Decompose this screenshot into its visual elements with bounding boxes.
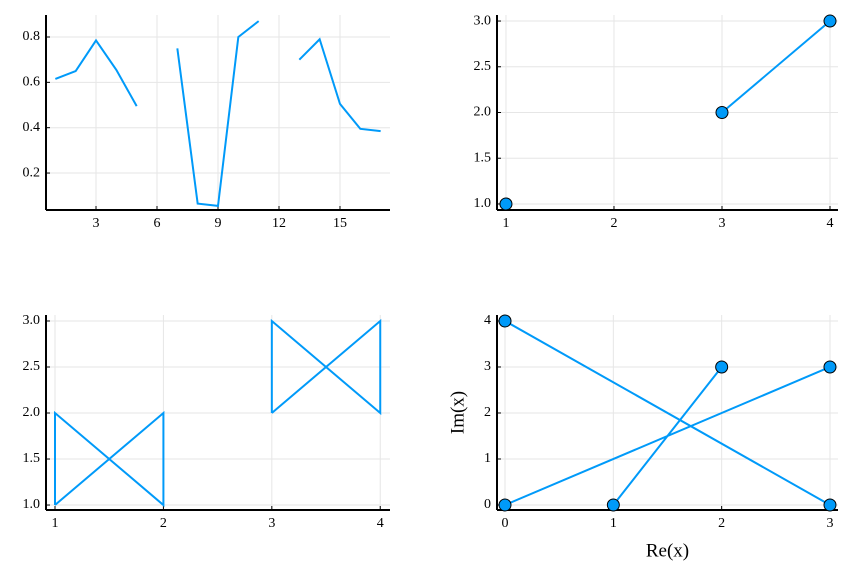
data-line bbox=[721, 20, 831, 114]
y-tick-label: 3.0 bbox=[23, 313, 41, 328]
x-tick-label: 0 bbox=[502, 516, 509, 531]
y-tick-label: 4 bbox=[484, 313, 491, 328]
x-tick-label: 3 bbox=[718, 216, 725, 231]
x-tick-label: 9 bbox=[215, 216, 222, 231]
data-point bbox=[715, 360, 729, 374]
data-point bbox=[823, 14, 837, 28]
y-tick-label: 0.8 bbox=[23, 29, 41, 44]
x-axis-label: Re(x) bbox=[646, 540, 689, 561]
x-tick-label: 2 bbox=[160, 516, 167, 531]
x-tick-label: 4 bbox=[377, 516, 384, 531]
y-tick-label: 2.0 bbox=[23, 405, 41, 420]
y-tick-label: 1.0 bbox=[474, 196, 492, 211]
x-tick-label: 15 bbox=[333, 216, 347, 231]
data-point bbox=[823, 360, 837, 374]
data-point bbox=[498, 314, 512, 328]
data-point bbox=[499, 197, 513, 211]
y-tick-label: 2 bbox=[484, 405, 491, 420]
data-line bbox=[54, 20, 381, 208]
x-tick-label: 1 bbox=[610, 516, 617, 531]
y-tick-label: 0 bbox=[484, 497, 491, 512]
x-tick-label: 2 bbox=[610, 216, 617, 231]
data-line bbox=[504, 320, 831, 506]
x-tick-label: 2 bbox=[718, 516, 725, 531]
y-tick-label: 1.0 bbox=[23, 497, 41, 512]
y-tick-label: 3 bbox=[484, 359, 491, 374]
y-tick-label: 0.2 bbox=[23, 165, 41, 180]
y-tick-label: 3.0 bbox=[474, 13, 492, 28]
y-tick-label: 1 bbox=[484, 451, 491, 466]
y-tick-label: 1.5 bbox=[23, 451, 41, 466]
x-tick-label: 1 bbox=[502, 216, 509, 231]
data-point bbox=[823, 498, 837, 512]
x-tick-label: 6 bbox=[154, 216, 161, 231]
y-tick-label: 0.6 bbox=[23, 75, 41, 90]
y-tick-label: 2.5 bbox=[23, 359, 41, 374]
data-line bbox=[53, 318, 382, 508]
y-tick-label: 2.5 bbox=[474, 59, 492, 74]
x-tick-label: 3 bbox=[268, 516, 275, 531]
data-point bbox=[498, 498, 512, 512]
y-axis-label: Im(x) bbox=[447, 391, 468, 434]
y-tick-label: 1.5 bbox=[474, 150, 492, 165]
x-tick-label: 1 bbox=[51, 516, 58, 531]
x-tick-label: 3 bbox=[826, 516, 833, 531]
data-point bbox=[715, 106, 729, 119]
data-point bbox=[606, 498, 620, 512]
x-tick-label: 3 bbox=[93, 216, 100, 231]
x-tick-label: 4 bbox=[827, 216, 834, 231]
y-tick-label: 0.4 bbox=[23, 120, 41, 135]
y-tick-label: 2.0 bbox=[474, 105, 492, 120]
x-tick-label: 12 bbox=[272, 216, 286, 231]
